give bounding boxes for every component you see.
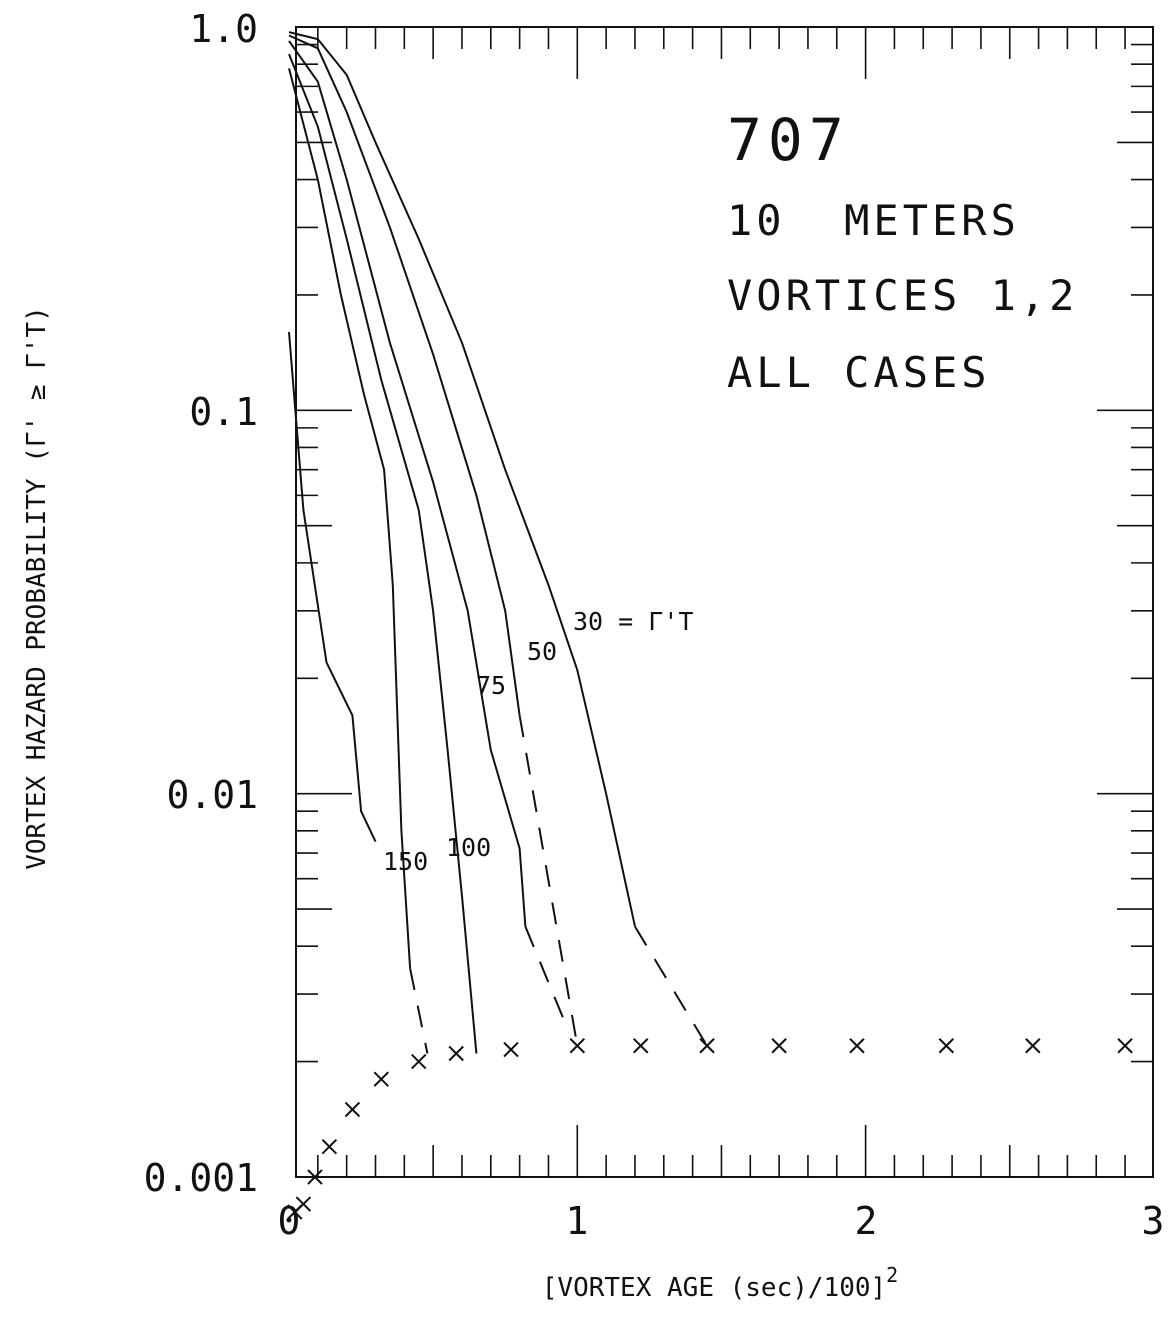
x-axis-title-superscript: 2 — [886, 1263, 898, 1287]
x-marker-12 — [771, 1038, 787, 1054]
curve-label-50: 50 — [527, 637, 557, 666]
x-marker-4 — [344, 1101, 361, 1118]
curve-label-150: 150 — [383, 847, 428, 876]
x-marker-5 — [373, 1071, 389, 1087]
x-markers-group — [287, 1038, 1133, 1220]
x-marker-glyph — [771, 1038, 787, 1054]
x-marker-glyph — [1025, 1038, 1041, 1054]
x-marker-glyph — [633, 1038, 649, 1054]
series-line-30 — [288, 31, 636, 927]
series-group — [288, 31, 708, 1054]
x-marker-14 — [938, 1038, 955, 1054]
x-marker-13 — [849, 1038, 865, 1054]
series-line-150 — [288, 68, 412, 969]
x-axis-title: [VORTEX AGE (sec)/100]2 — [542, 1263, 898, 1303]
y-tick-label-1: 1.0 — [189, 7, 258, 51]
x-marker-glyph — [448, 1045, 464, 1062]
x-tick-label-3: 3 — [1142, 1199, 1165, 1243]
series-line-dashed-30 — [634, 926, 708, 1047]
annotation-vortices: VORTICES 1,2 — [727, 271, 1078, 320]
x-marker-glyph — [849, 1038, 865, 1054]
x-marker-6 — [411, 1053, 427, 1070]
x-marker-glyph — [307, 1169, 323, 1185]
x-marker-3 — [321, 1138, 338, 1155]
x-marker-15 — [1025, 1038, 1041, 1054]
x-marker-1 — [295, 1196, 312, 1212]
x-marker-glyph — [938, 1038, 955, 1054]
series-line-dashed-50 — [518, 715, 579, 1046]
y-axis-title: VORTEX HAZARD PROBABILITY (Γ' ≥ Γ'T) — [22, 306, 52, 870]
x-marker-2 — [307, 1169, 323, 1185]
axis-ticks — [296, 27, 1153, 1177]
x-marker-glyph — [569, 1038, 586, 1054]
series-line-50 — [288, 34, 521, 716]
x-tick-label-0: 0 — [278, 1199, 301, 1243]
plot-border — [295, 26, 1154, 1178]
x-marker-16 — [1117, 1038, 1133, 1054]
x-marker-11 — [699, 1038, 715, 1054]
x-tick-label-1: 1 — [566, 1199, 589, 1243]
x-tick-label-2: 2 — [855, 1199, 878, 1243]
plot-frame — [295, 26, 1154, 1178]
x-marker-glyph — [344, 1101, 361, 1118]
series-line-dashed-75 — [524, 926, 567, 1025]
x-marker-9 — [569, 1038, 586, 1054]
x-marker-glyph — [321, 1138, 338, 1155]
x-marker-glyph — [503, 1041, 519, 1058]
annotation-cases: ALL CASES — [727, 348, 991, 397]
curve-label-30: 30 = Γ'T — [573, 607, 693, 636]
x-marker-glyph — [295, 1196, 312, 1212]
y-tick-label-0.001: 0.001 — [144, 1156, 258, 1200]
series-line-dashed-150 — [409, 968, 429, 1054]
x-marker-10 — [633, 1038, 649, 1054]
x-marker-glyph — [1117, 1038, 1133, 1054]
x-marker-7 — [448, 1045, 464, 1062]
x-marker-8 — [503, 1041, 519, 1058]
x-marker-glyph — [411, 1053, 427, 1070]
y-tick-label-0.1: 0.1 — [189, 390, 258, 434]
x-marker-glyph — [699, 1038, 715, 1054]
y-tick-label-0.01: 0.01 — [166, 773, 258, 817]
curve-label-suffix: = Γ'T — [618, 607, 693, 636]
annotation-height: 10 METERS — [727, 196, 1020, 245]
series-line-75 — [288, 40, 527, 927]
curve-label-75: 75 — [476, 671, 506, 700]
x-marker-glyph — [373, 1071, 389, 1087]
series-line-extra-5 — [288, 332, 377, 843]
annotation-aircraft: 707 — [727, 106, 850, 174]
curve-label-100: 100 — [446, 833, 491, 862]
series-line-100 — [288, 53, 478, 1054]
